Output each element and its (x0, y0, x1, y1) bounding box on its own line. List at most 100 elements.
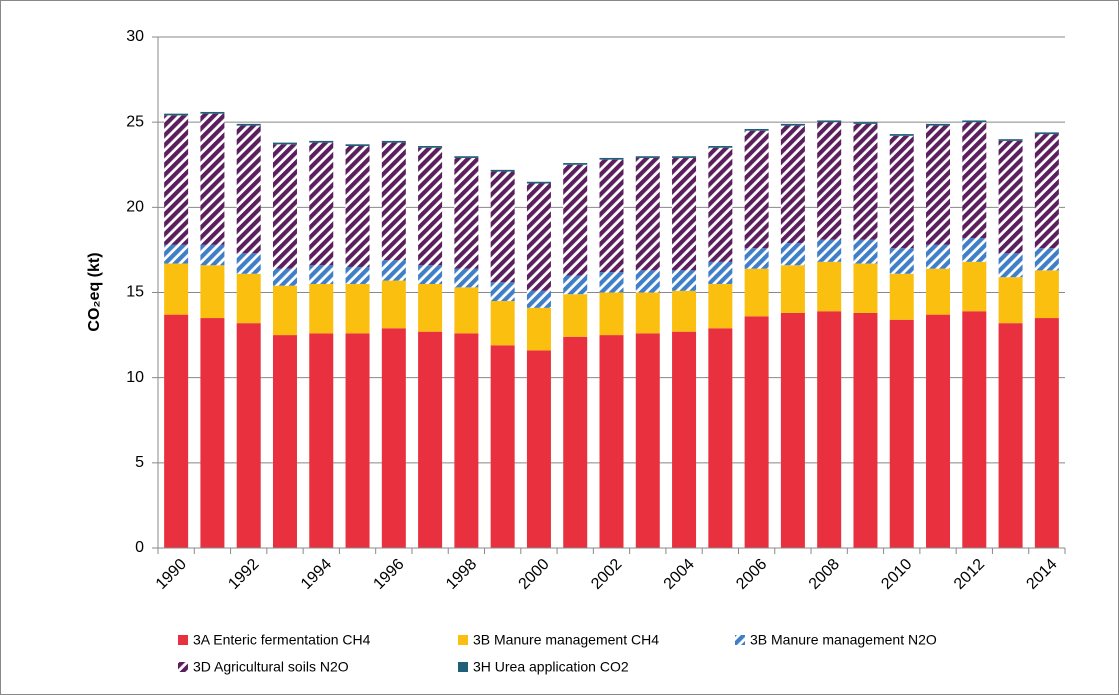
legend-swatch (178, 662, 188, 672)
bar-segment (272, 144, 297, 269)
bar-segment (200, 111, 225, 114)
bar-segment (817, 239, 842, 262)
bar-segment (381, 142, 406, 261)
legend-label: 3D Agricultural soils N2O (193, 659, 349, 675)
bar-segment (563, 275, 588, 295)
bar-segment (454, 287, 479, 334)
bar-segment (236, 323, 261, 548)
bar-segment (780, 125, 805, 244)
bar-segment (926, 123, 951, 126)
bar-segment (708, 283, 733, 329)
bar-segment (926, 268, 951, 315)
bar-segment (599, 157, 624, 160)
bar-segment (708, 261, 733, 284)
bar-segment (599, 272, 624, 293)
bar-segment (454, 268, 479, 288)
bar-segment (853, 263, 878, 313)
y-tick-label: 25 (126, 113, 144, 130)
bar-segment (490, 171, 515, 283)
bar-segment (744, 128, 769, 131)
bar-segment (708, 146, 733, 148)
bar-segment (1034, 248, 1059, 271)
bar-segment (926, 314, 951, 548)
bar-segment (164, 115, 189, 245)
bar-segment (780, 123, 805, 126)
bar-segment (563, 336, 588, 548)
bar-segment (635, 156, 660, 158)
bar-segment (563, 164, 588, 276)
bar-segment (272, 142, 297, 145)
bar-segment (635, 333, 660, 548)
bar-segment (164, 244, 189, 264)
bar-segment (853, 312, 878, 548)
bar-segment (563, 163, 588, 165)
bar-segment (454, 157, 479, 269)
legend-label: 3H Urea application CO2 (473, 659, 629, 675)
bar-segment (780, 312, 805, 548)
bar-segment (200, 265, 225, 319)
bar-segment (635, 292, 660, 334)
bar-segment (1034, 318, 1059, 548)
bar-segment (418, 265, 443, 284)
bar-segment (780, 265, 805, 313)
bar-segment (309, 283, 334, 334)
bar-segment (200, 113, 225, 245)
bar-segment (599, 335, 624, 548)
bar-segment (962, 311, 987, 548)
bar-segment (635, 270, 660, 293)
bar-segment (381, 328, 406, 548)
bar-segment (1034, 270, 1059, 319)
bar-segment (418, 331, 443, 548)
bar-segment (708, 328, 733, 548)
bar-segment (853, 122, 878, 124)
bar-segment (345, 283, 370, 334)
legend-label: 3A Enteric fermentation CH4 (193, 632, 371, 648)
bar-segment (526, 183, 551, 291)
bar-segment (744, 268, 769, 317)
bar-segment (164, 314, 189, 548)
bar-segment (563, 294, 588, 337)
bar-segment (889, 319, 914, 548)
y-tick-label: 10 (126, 369, 144, 386)
legend-swatch (458, 635, 468, 645)
bar-segment (272, 268, 297, 286)
bar-segment (236, 273, 261, 324)
bar-segment (889, 134, 914, 136)
bar-segment (817, 120, 842, 123)
y-axis-label: CO₂eq (kt) (86, 252, 103, 331)
bar-segment (672, 290, 697, 332)
bar-segment (853, 123, 878, 240)
bar-segment (1034, 134, 1059, 249)
bar-segment (998, 323, 1023, 548)
bar-segment (490, 345, 515, 548)
bar-segment (962, 120, 987, 123)
bar-segment (236, 123, 261, 126)
bar-segment (672, 270, 697, 291)
bar-segment (998, 253, 1023, 278)
bar-segment (490, 282, 515, 302)
legend-swatch (458, 662, 468, 672)
bar-segment (889, 135, 914, 249)
bar-segment (672, 156, 697, 158)
bar-segment (672, 331, 697, 548)
y-tick-label: 15 (126, 284, 144, 301)
bar-segment (526, 350, 551, 548)
bar-segment (926, 244, 951, 269)
bar-segment (998, 277, 1023, 324)
bar-segment (418, 147, 443, 266)
legend-label: 3B Manure management CH4 (473, 632, 659, 648)
bar-segment (744, 248, 769, 269)
bar-segment (309, 265, 334, 284)
bar-segment (309, 142, 334, 266)
bar-segment (817, 122, 842, 240)
bar-segment (526, 307, 551, 351)
bar-segment (454, 333, 479, 548)
bar-segment (418, 146, 443, 148)
bar-segment (236, 125, 261, 254)
bar-segment (1034, 132, 1059, 135)
y-tick-label: 0 (135, 539, 144, 556)
bar-segment (345, 144, 370, 147)
bar-segment (164, 113, 189, 116)
bar-segment (780, 243, 805, 266)
